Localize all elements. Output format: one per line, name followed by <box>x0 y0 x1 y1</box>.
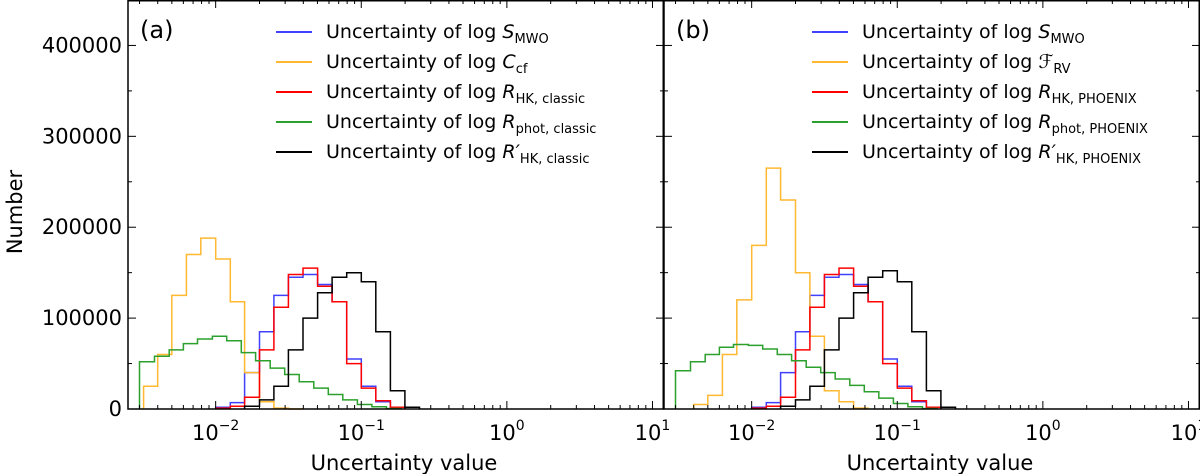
plot-frame <box>663 0 1200 410</box>
histogram-series-5 <box>779 270 957 409</box>
y-tick-label: 400000 <box>42 33 122 57</box>
histogram-series-2 <box>692 167 869 409</box>
legend-label: Uncertainty of log RHK, classic <box>326 81 585 107</box>
legend-label: Uncertainty of log SMWO <box>862 21 1085 47</box>
x-axis-label: Uncertainty value <box>311 451 498 474</box>
x-tick-label: 10−2 <box>728 418 775 445</box>
x-tick-label: 100 <box>489 418 525 445</box>
x-tick-label: 10−1 <box>338 418 385 445</box>
legend-label: Uncertainty of log Ccf <box>326 51 528 77</box>
histogram-series-3 <box>750 267 942 409</box>
histogram-series-4 <box>138 335 402 410</box>
legend: Uncertainty of log SMWO Uncertainty of lo… <box>812 21 1148 167</box>
legend: Uncertainty of log SMWO Uncertainty of lo… <box>276 21 596 167</box>
x-axis-label: Uncertainty value <box>847 451 1034 474</box>
legend-label: Uncertainty of log SMWO <box>326 21 549 47</box>
histogram-series-3 <box>214 267 406 409</box>
panel-label: (b) <box>676 16 710 44</box>
y-tick-label: 0 <box>109 397 122 421</box>
legend-label: Uncertainty of log Rphot, PHOENIX <box>862 111 1148 137</box>
panel-b: 10−2 10−1 100 101 Uncertainty value (b) Uncert… <box>663 0 1200 474</box>
y-tick-label: 300000 <box>42 124 122 148</box>
histogram-series-5 <box>243 271 421 409</box>
x-tick-label: 100 <box>1025 418 1061 445</box>
histogram-series-2 <box>142 237 303 410</box>
y-tick-label: 200000 <box>42 215 122 239</box>
panel-a: 0 100000 200000 300000 400000 10−2 10−1 100 101 U… <box>42 0 670 474</box>
legend-label: Uncertainty of log Rphot, classic <box>326 111 596 137</box>
panel-label: (a) <box>140 16 173 44</box>
legend-label: Uncertainty of log RHK, PHOENIX <box>862 81 1137 107</box>
x-tick-label: 10−1 <box>874 418 921 445</box>
legend-label: Uncertainty of log R′HK, classic <box>326 141 590 167</box>
histogram-series-4 <box>674 343 938 410</box>
x-tick-label: 101 <box>635 418 671 445</box>
y-tick-label: 100000 <box>42 306 122 330</box>
legend-label: Uncertainty of log ℱRV <box>862 51 1071 77</box>
x-tick-label: 101 <box>1171 418 1200 445</box>
x-tick-label: 10−2 <box>192 418 239 445</box>
legend-label: Uncertainty of log R′HK, PHOENIX <box>862 141 1141 167</box>
y-axis-label: Number <box>3 169 27 254</box>
